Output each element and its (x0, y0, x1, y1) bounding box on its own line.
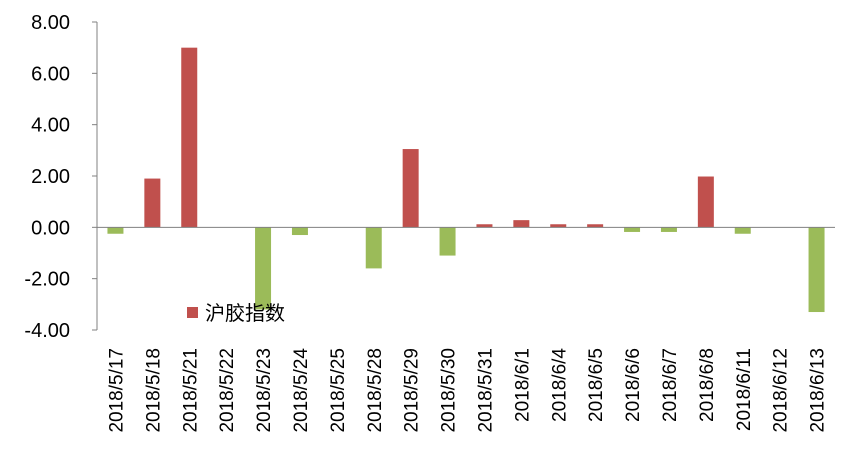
bar (550, 224, 567, 228)
bar (587, 224, 604, 228)
x-tick-label: 2018/5/18 (143, 348, 164, 433)
bar (660, 227, 677, 232)
bar (624, 227, 641, 232)
y-tick-label: 4.00 (31, 115, 70, 137)
x-tick-label: 2018/5/22 (217, 348, 238, 433)
x-tick-label: 2018/6/13 (808, 348, 829, 433)
bar (808, 227, 825, 313)
x-tick-label: 2018/5/31 (475, 348, 496, 433)
legend-swatch (187, 307, 198, 318)
x-tick-label: 2018/5/30 (439, 348, 460, 433)
bar (107, 227, 124, 234)
y-tick-label: 0.00 (31, 217, 70, 239)
x-tick-label: 2018/5/17 (106, 348, 127, 433)
y-tick-label: 8.00 (31, 12, 70, 34)
x-tick-label: 2018/6/5 (586, 348, 607, 422)
bar (734, 227, 751, 234)
y-axis: 8.00 6.00 4.00 2.00 0.00 -2.00 -4.00 (24, 12, 98, 342)
legend: 沪胶指数 (187, 301, 285, 325)
bar (513, 220, 530, 228)
x-tick-label: 2018/6/12 (771, 348, 792, 433)
bars (107, 47, 825, 313)
bar (697, 176, 714, 228)
x-tick-label: 2018/6/1 (512, 348, 533, 422)
x-tick-label: 2018/5/28 (365, 348, 386, 433)
x-tick-label: 2018/6/6 (623, 348, 644, 422)
x-tick-label: 2018/6/8 (697, 348, 718, 422)
y-tick-label: 2.00 (31, 166, 70, 188)
bar (181, 47, 198, 228)
x-tick-label: 2018/6/4 (549, 348, 570, 422)
x-tick-label: 2018/5/24 (291, 348, 312, 433)
y-tick-label: -4.00 (24, 320, 70, 342)
y-tick-label: -2.00 (24, 269, 70, 291)
bar (439, 227, 456, 256)
x-axis: 2018/5/17 2018/5/18 2018/5/21 2018/5/22 2018… (97, 226, 835, 433)
bar (255, 227, 272, 310)
x-tick-label: 2018/5/29 (402, 348, 423, 433)
x-tick-label: 2018/6/11 (734, 348, 755, 431)
bar (365, 227, 382, 269)
x-tick-label: 2018/5/25 (328, 348, 349, 433)
y-tick-label: 6.00 (31, 63, 70, 85)
x-tick-label: 2018/5/23 (254, 348, 275, 433)
x-tick-label: 2018/5/21 (180, 348, 201, 433)
bar (144, 178, 161, 228)
bar (291, 227, 308, 236)
x-tick-label: 2018/6/7 (660, 348, 681, 422)
legend-label: 沪胶指数 (205, 301, 285, 325)
bar (402, 149, 419, 228)
bar (476, 224, 493, 228)
